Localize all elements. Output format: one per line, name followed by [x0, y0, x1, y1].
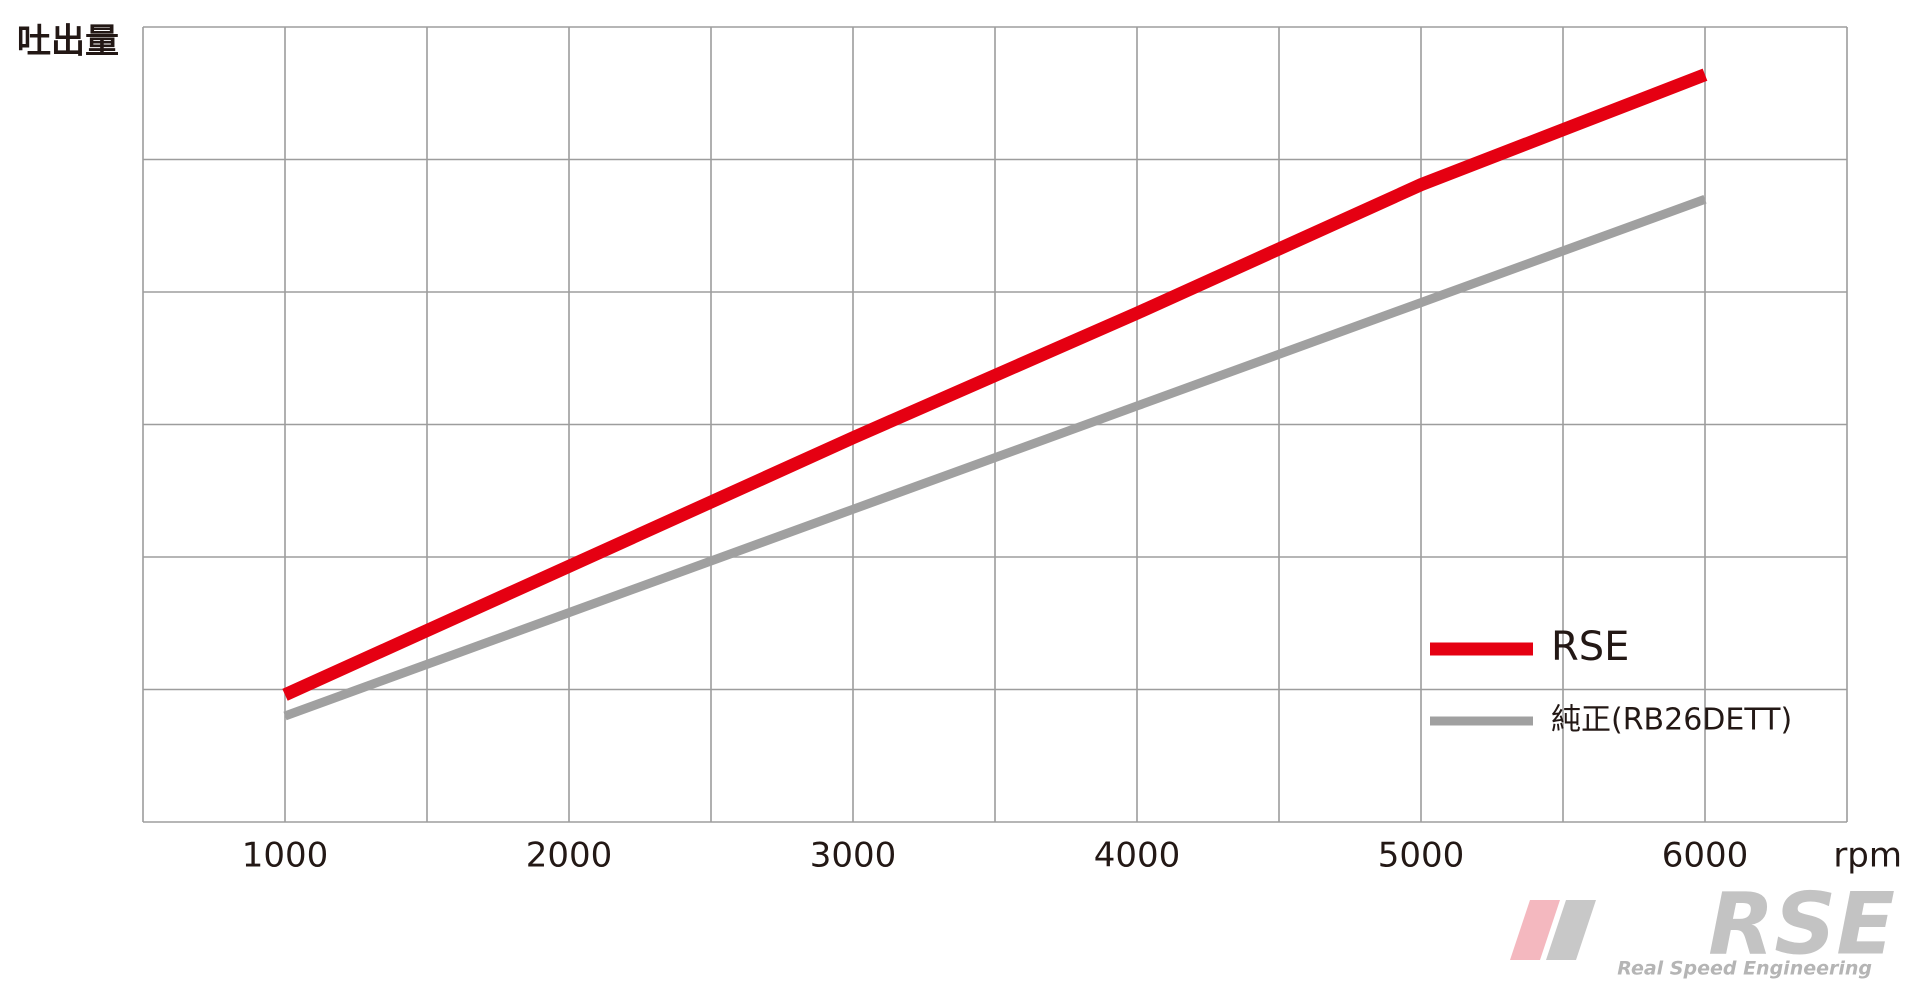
x-tick-label: 5000 — [1378, 836, 1465, 876]
legend-label: RSE — [1551, 624, 1629, 670]
x-tick-label: 2000 — [526, 836, 613, 876]
x-tick-label: 3000 — [810, 836, 897, 876]
x-tick-label: 1000 — [242, 836, 329, 876]
y-axis-label: 吐出量 — [17, 22, 119, 62]
logo-stripe — [1510, 900, 1560, 960]
data-line — [283, 195, 1707, 721]
legend-label: 純正(RB26DETT) — [1551, 703, 1792, 738]
logo-stripe — [1546, 900, 1596, 960]
logo-tagline: Real Speed Engineering — [1617, 958, 1872, 980]
x-tick-label: 6000 — [1662, 836, 1749, 876]
data-line — [282, 68, 1708, 701]
logo: RSE Real Speed Engineering — [1510, 874, 1895, 980]
x-axis-label: rpm — [1833, 836, 1902, 876]
x-tick-label: 4000 — [1094, 836, 1181, 876]
logo-mark: RSE — [1708, 874, 1895, 974]
